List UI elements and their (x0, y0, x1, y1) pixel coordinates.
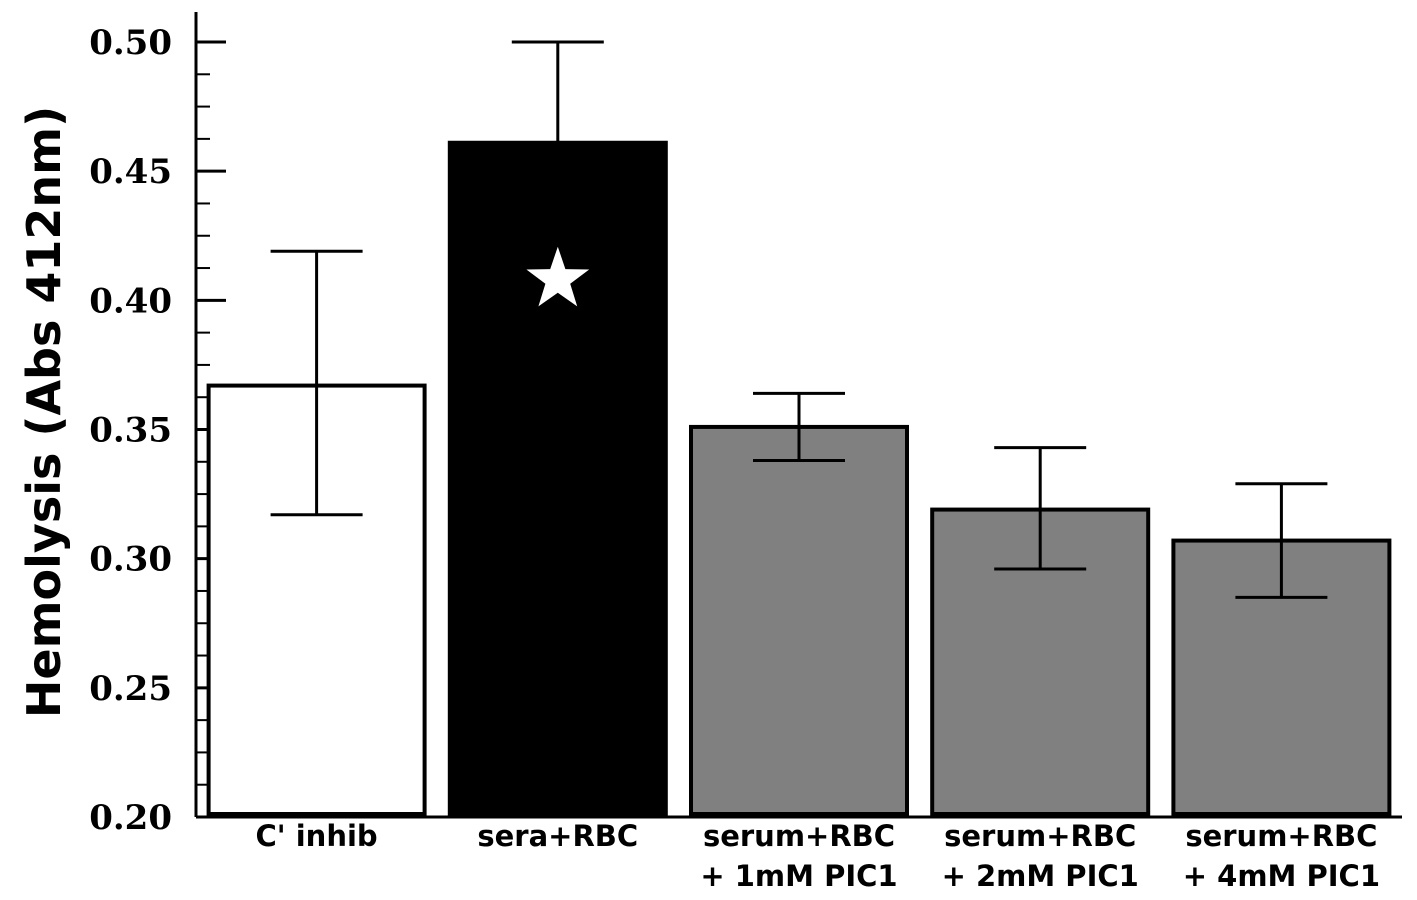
x-tick-label: + 4mM PIC1 (1183, 859, 1380, 893)
x-tick-label: C' inhib (255, 819, 377, 853)
x-tick-label: serum+RBC (703, 819, 895, 853)
error-bars (270, 40, 1328, 599)
significance-markers (526, 246, 590, 307)
x-tick-label: serum+RBC (1185, 819, 1377, 853)
axes: 0.20 0.25 0.30 0.35 0.40 0.45 0.50 (89, 12, 1402, 838)
y-tick-label: 0.50 (89, 23, 172, 63)
x-tick-label: serum+RBC (944, 819, 1136, 853)
x-tick-label: + 1mM PIC1 (700, 859, 897, 893)
bar (689, 424, 909, 816)
category-labels: C' inhib sera+RBC serum+RBC + 1mM PIC1 serum… (255, 819, 1380, 893)
x-tick-label: sera+RBC (477, 819, 638, 853)
y-tick-label: 0.25 (89, 669, 172, 709)
y-axis-title: Hemolysis (Abs 412nm) (17, 106, 71, 718)
y-tick-label: 0.35 (89, 411, 172, 451)
y-tick-label: 0.45 (89, 152, 172, 192)
y-tick-label: 0.30 (89, 540, 172, 580)
star-icon (526, 246, 590, 307)
y-tick-label: 0.40 (89, 281, 172, 321)
y-tick-label: 0.20 (89, 798, 172, 838)
bars (206, 140, 1392, 816)
x-tick-label: + 2mM PIC1 (942, 859, 1139, 893)
bar (447, 140, 668, 816)
